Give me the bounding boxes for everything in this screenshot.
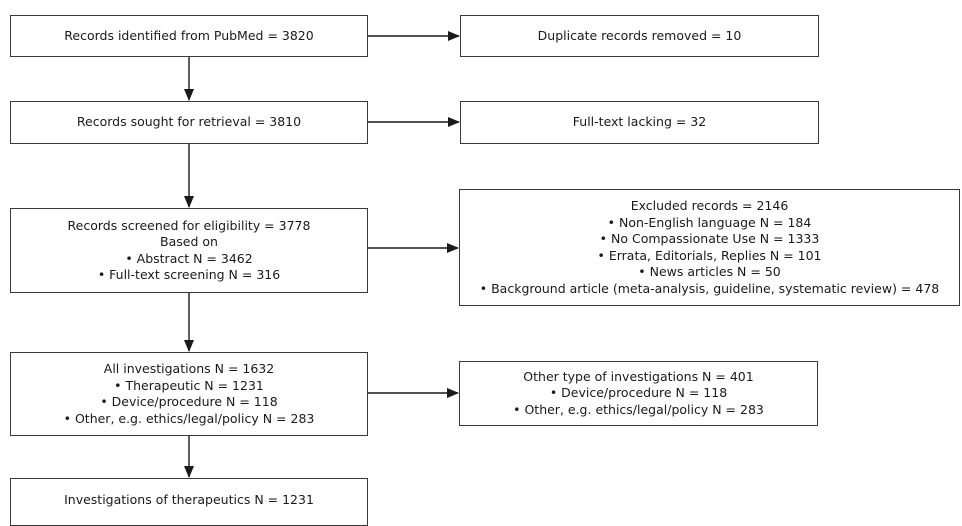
box-records-sought: Records sought for retrieval = 3810 xyxy=(10,101,368,144)
box-line: All investigations N = 1632 xyxy=(103,361,275,376)
box-line: • Other, e.g. ethics/legal/policy N = 28… xyxy=(513,401,764,417)
box-line: • Device/procedure N = 118 xyxy=(549,385,728,401)
box-line: • No Compassionate Use N = 1333 xyxy=(599,231,820,246)
box-line: Records sought for retrieval = 3810 xyxy=(76,114,302,130)
box-records-screened: Records screened for eligibility = 3778 … xyxy=(10,208,368,293)
box-line: • Therapeutic N = 1231 xyxy=(114,377,264,393)
box-investigations-therapeutics: Investigations of therapeutics N = 1231 xyxy=(10,478,368,526)
box-line: • Background article (meta-analysis, gui… xyxy=(479,280,940,296)
box-line: Investigations of therapeutics N = 1231 xyxy=(64,492,314,507)
box-line: Excluded records = 2146 xyxy=(630,198,789,213)
box-line: • Other, e.g. ethics/legal/policy N = 28… xyxy=(63,410,315,426)
box-all-investigations: All investigations N = 1632 • Therapeuti… xyxy=(10,352,368,436)
box-line: Based on xyxy=(160,234,218,249)
box-line: • News articles N = 50 xyxy=(638,264,781,279)
box-line: Records identified from PubMed = 3820 xyxy=(64,27,314,43)
box-other-investigations: Other type of investigations N = 401 • D… xyxy=(459,361,818,426)
box-records-identified: Records identified from PubMed = 3820 xyxy=(10,15,368,57)
box-line: • Full-text screening N = 316 xyxy=(97,267,281,282)
box-line: • Abstract N = 3462 xyxy=(125,250,253,266)
box-line: • Non-English language N = 184 xyxy=(607,214,812,230)
box-line: • Device/procedure N = 118 xyxy=(100,394,278,409)
box-excluded-records: Excluded records = 2146 • Non-English la… xyxy=(459,189,960,306)
box-line: Duplicate records removed = 10 xyxy=(537,27,742,43)
box-duplicates-removed: Duplicate records removed = 10 xyxy=(460,15,819,57)
box-line: Full-text lacking = 32 xyxy=(572,114,707,130)
box-fulltext-lacking: Full-text lacking = 32 xyxy=(460,101,819,144)
box-line: Records screened for eligibility = 3778 xyxy=(67,217,311,233)
box-line: • Errata, Editorials, Replies N = 101 xyxy=(597,247,822,263)
box-line: Other type of investigations N = 401 xyxy=(523,368,754,384)
